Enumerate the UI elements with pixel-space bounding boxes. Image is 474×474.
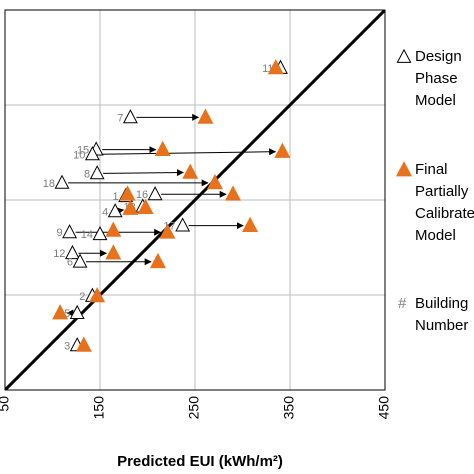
final-point — [182, 163, 199, 179]
one-to-one-line — [5, 10, 385, 390]
final-point — [206, 174, 223, 190]
design-point — [147, 186, 163, 201]
x-axis-label: Predicted EUI (kWh/m²) — [117, 453, 283, 470]
final-point — [274, 142, 291, 158]
final-point — [105, 244, 122, 260]
building-label: 9 — [56, 227, 62, 239]
design-point — [92, 225, 108, 241]
legend-label: Building Number — [415, 295, 473, 334]
x-tick-label: 150 — [91, 396, 107, 420]
final-point — [122, 199, 139, 215]
x-tick-label: 350 — [281, 396, 297, 420]
design-point — [107, 203, 123, 218]
x-tick-label: 450 — [376, 396, 392, 420]
design-point — [122, 109, 138, 124]
building-label: 7 — [117, 112, 123, 124]
x-tick-label: 50 — [0, 396, 12, 412]
building-label: 2 — [79, 291, 85, 303]
final-point — [75, 336, 92, 352]
plot-frame — [4, 9, 386, 391]
design-point — [69, 304, 85, 319]
x-tick-label: 250 — [186, 396, 202, 420]
final-point — [242, 216, 259, 232]
final-point — [154, 140, 171, 156]
building-label: 18 — [43, 178, 55, 190]
building-label: 16 — [136, 189, 148, 201]
design-point — [72, 253, 88, 268]
final-point — [89, 287, 106, 303]
building-label: 6 — [67, 257, 73, 269]
building-label: 12 — [53, 248, 65, 260]
building-label: 15 — [77, 145, 89, 157]
building-label: 1 — [113, 191, 119, 203]
building-label: 8 — [84, 168, 90, 180]
final-point — [137, 198, 154, 214]
arrow — [98, 148, 277, 156]
final-point — [52, 304, 69, 320]
legend-marker — [396, 161, 412, 177]
final-point — [105, 221, 122, 237]
final-point — [159, 223, 176, 239]
legend-label: Final Partially Calibrated Model — [415, 161, 474, 244]
design-point — [54, 174, 70, 189]
building-label: 11 — [262, 63, 273, 75]
design-point — [89, 165, 105, 180]
design-point — [84, 146, 100, 161]
arrow — [103, 169, 184, 177]
building-label: 5 — [64, 308, 70, 320]
building-label: 10 — [73, 149, 85, 161]
final-point — [119, 185, 136, 201]
design-point — [65, 244, 80, 260]
design-point — [62, 224, 78, 239]
building-label: 4 — [102, 206, 108, 218]
legend-key: # — [398, 295, 407, 312]
final-point — [267, 59, 284, 75]
final-point — [225, 185, 241, 201]
final-point — [149, 252, 166, 269]
design-point — [175, 217, 191, 232]
building-label: 3 — [64, 340, 70, 352]
legend-label: Design Phase Model — [415, 48, 466, 109]
final-point — [197, 108, 214, 124]
building-label: 14 — [81, 229, 93, 241]
legend-marker — [396, 48, 412, 63]
